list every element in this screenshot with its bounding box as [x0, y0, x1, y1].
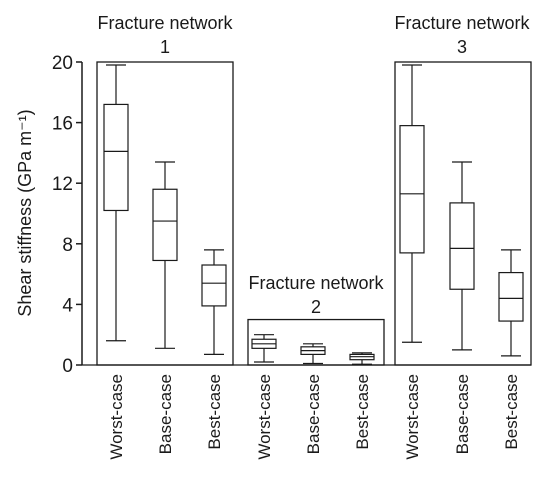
box-best-case	[498, 249, 524, 357]
iqr-box	[152, 188, 178, 262]
group-number: 1	[160, 37, 170, 57]
y-tick-label: 20	[52, 53, 73, 74]
category-labels: Worst-case Base-case Best-case Worst-case Ba…	[107, 374, 521, 460]
y-axis-label: Shear stiffness (GPa m⁻¹)	[15, 109, 35, 316]
category-label: Best-case	[502, 374, 521, 450]
iqr-box	[449, 202, 475, 290]
y-tick-label: 4	[62, 295, 73, 316]
iqr-box	[201, 264, 227, 307]
group-frames	[82, 61, 532, 366]
y-tick-label: 12	[52, 174, 73, 195]
box-worst-case	[251, 334, 277, 363]
box-best-case	[349, 352, 375, 365]
iqr-box	[103, 103, 129, 212]
y-axis: 0 4 8 12 16 20	[52, 53, 83, 377]
group-title: Fracture network	[248, 273, 384, 293]
group-number: 3	[457, 37, 467, 57]
category-label: Best-case	[353, 374, 372, 450]
group-titles: Fracture network 1 Fracture network 2 Fractu…	[97, 13, 530, 317]
category-label: Base-case	[453, 374, 472, 454]
box-base-case	[300, 343, 326, 365]
category-label: Worst-case	[107, 374, 126, 460]
category-label: Base-case	[156, 374, 175, 454]
box-worst-case	[399, 64, 425, 343]
category-label: Base-case	[304, 374, 323, 454]
category-label: Worst-case	[403, 374, 422, 460]
category-label: Best-case	[205, 374, 224, 450]
box-base-case	[152, 161, 178, 349]
box-worst-case	[103, 64, 129, 342]
group-title: Fracture network	[394, 13, 530, 33]
iqr-box	[498, 271, 524, 322]
y-tick-label: 8	[62, 235, 73, 256]
category-label: Worst-case	[255, 374, 274, 460]
box-best-case	[201, 249, 227, 355]
iqr-box	[399, 125, 425, 254]
y-tick-label: 0	[62, 356, 73, 377]
group-title: Fracture network	[97, 13, 233, 33]
box-series	[103, 64, 524, 365]
y-tick-label: 16	[52, 114, 73, 135]
box-base-case	[449, 161, 475, 351]
group-number: 2	[311, 297, 321, 317]
